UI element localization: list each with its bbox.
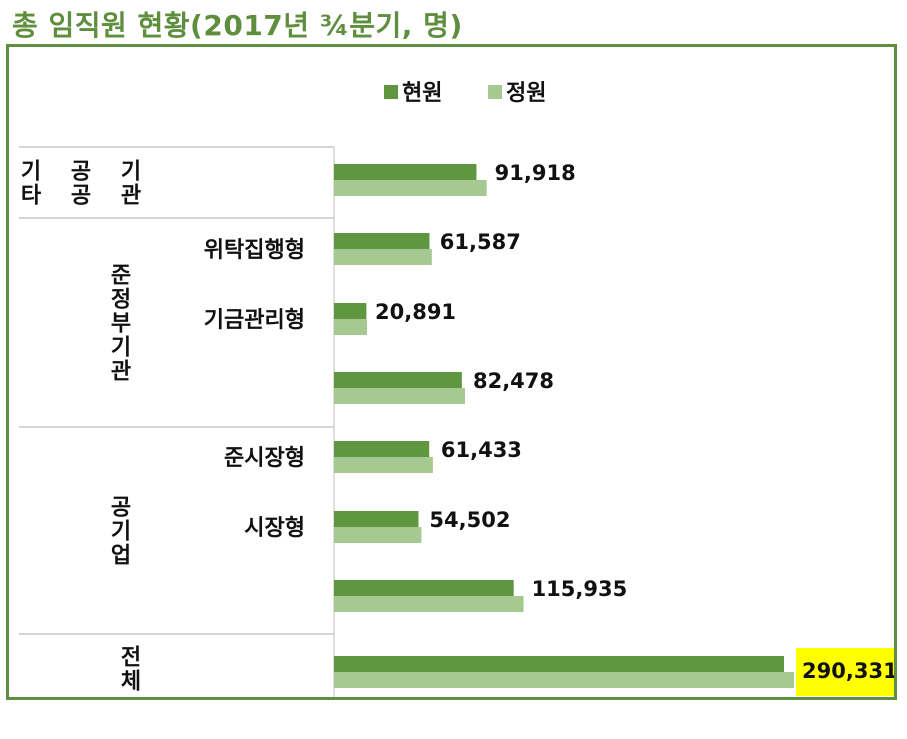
- bar-current: [334, 164, 477, 180]
- value-label: 91,918: [495, 161, 576, 185]
- category-label: 위탁집행형: [204, 238, 305, 263]
- category-label: 준시장형: [224, 446, 305, 471]
- value-label: 20,891: [375, 300, 456, 324]
- group-label-char: 관: [121, 184, 141, 209]
- bar-current: [334, 233, 430, 249]
- group-label-char: 준: [111, 264, 131, 289]
- bar-current: [334, 580, 514, 596]
- bar-quota: [334, 388, 465, 404]
- legend-swatch-current: [384, 85, 398, 99]
- bar-quota: [334, 457, 433, 473]
- bar-current: [334, 372, 462, 388]
- bar-quota: [334, 249, 432, 265]
- value-label: 61,433: [441, 438, 522, 462]
- category-label: 시장형: [244, 516, 305, 541]
- bar-quota: [334, 672, 795, 688]
- group-label-char: 타: [21, 184, 42, 209]
- value-label: 115,935: [532, 577, 628, 601]
- group-label-char: 기: [21, 160, 41, 185]
- bar-current: [334, 441, 430, 457]
- group-label-char: 전: [121, 646, 141, 671]
- bar-quota: [334, 319, 368, 335]
- value-label: 290,331: [802, 659, 894, 683]
- chart-frame: 현원 정원 기 타 공 공 기 관 준 정 부 기 관 공 기 업 전 체 91,918 위탁집행형 61,587 기금관…: [6, 44, 897, 700]
- group-label-char: 공: [71, 184, 91, 209]
- bar-quota: [334, 596, 524, 612]
- category-label: 기금관리형: [204, 308, 305, 333]
- bar-quota: [334, 180, 487, 196]
- group-label-char: 관: [111, 360, 131, 385]
- group-label-char: 부: [111, 312, 131, 337]
- bar-quota: [334, 527, 422, 543]
- group-label-char: 기: [111, 520, 131, 545]
- value-label: 54,502: [429, 508, 510, 532]
- group-label-char: 공: [111, 496, 131, 521]
- value-label: 61,587: [440, 230, 521, 254]
- group-label-char: 업: [111, 544, 131, 569]
- page-title: 총 임직원 현황(2017년 ¾분기, 명): [12, 9, 463, 42]
- group-label-char: 정: [111, 288, 131, 313]
- value-label: 82,478: [473, 369, 554, 393]
- value-label-highlight: [796, 648, 894, 696]
- bar-current: [334, 656, 785, 672]
- legend-label: 현원: [402, 81, 442, 106]
- bar-current: [334, 511, 419, 527]
- group-label-char: 기: [111, 336, 131, 361]
- group-label-char: 체: [121, 670, 141, 695]
- group-label-char: 기: [121, 160, 141, 185]
- group-label-char: 공: [71, 160, 91, 185]
- legend-label: 정원: [506, 81, 546, 106]
- legend-swatch-quota: [488, 85, 502, 99]
- bar-current: [334, 303, 367, 319]
